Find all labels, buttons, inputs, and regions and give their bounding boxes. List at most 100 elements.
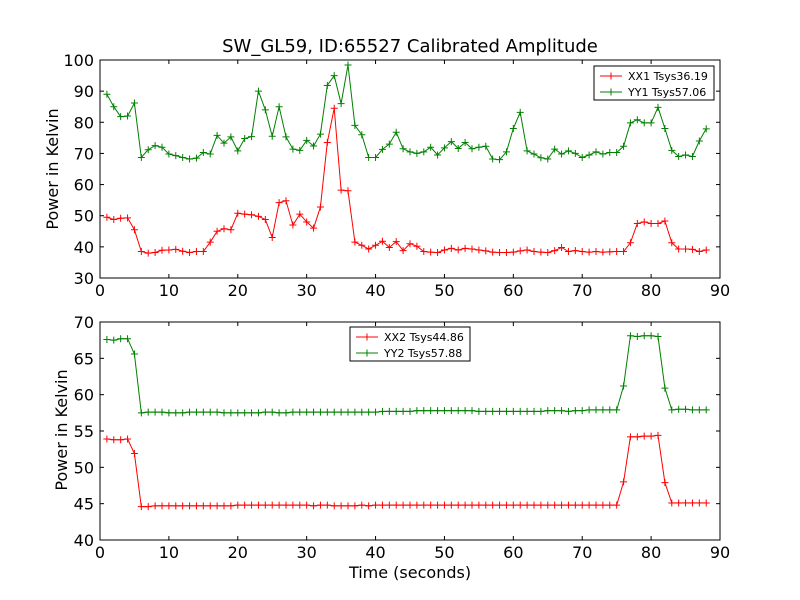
data-point (502, 248, 510, 256)
data-point (241, 409, 249, 417)
legend-label: YY1 Tsys57.06 (627, 86, 706, 99)
data-point (620, 382, 628, 390)
data-point (392, 128, 400, 136)
data-point (330, 502, 338, 510)
data-point (654, 103, 662, 111)
data-point (268, 234, 276, 242)
data-point (165, 502, 173, 510)
data-point (213, 502, 221, 510)
data-point (661, 384, 669, 392)
data-point (344, 502, 352, 510)
x-tick-label: 90 (710, 543, 730, 562)
data-point (551, 501, 559, 509)
data-point (606, 501, 614, 509)
data-point (461, 407, 469, 415)
data-point (199, 148, 207, 156)
data-point (523, 246, 531, 254)
data-point (447, 501, 455, 509)
data-point (158, 246, 166, 254)
data-point (282, 409, 290, 417)
data-point (558, 150, 566, 158)
data-point (316, 501, 324, 509)
data-point (227, 133, 235, 141)
data-point (640, 432, 648, 440)
data-point (303, 136, 311, 144)
x-tick-label: 60 (503, 281, 523, 300)
data-point (179, 409, 187, 417)
data-point (151, 142, 159, 150)
data-point (509, 248, 517, 256)
data-point (468, 245, 476, 253)
data-point (289, 145, 297, 153)
data-point (220, 139, 228, 147)
data-point (640, 119, 648, 127)
data-point (192, 408, 200, 416)
data-point (551, 407, 559, 415)
y-tick-label: 90 (74, 82, 94, 101)
data-point (296, 210, 304, 218)
data-point (482, 142, 490, 150)
data-point (502, 148, 510, 156)
data-point (523, 147, 531, 155)
data-point (330, 72, 338, 80)
data-point (254, 409, 262, 417)
data-point (613, 406, 621, 414)
data-point (454, 246, 462, 254)
data-point (489, 407, 497, 415)
data-point (124, 435, 132, 443)
data-point (220, 225, 228, 233)
data-point (179, 247, 187, 255)
data-point (303, 501, 311, 509)
data-point (310, 502, 318, 510)
data-point (420, 501, 428, 509)
data-point (544, 248, 552, 256)
data-point (358, 501, 366, 509)
data-point (654, 431, 662, 439)
data-point (682, 151, 690, 159)
data-point (447, 244, 455, 252)
data-point (144, 146, 152, 154)
data-point (282, 197, 290, 205)
data-point (592, 406, 600, 414)
data-point (420, 407, 428, 415)
data-point (186, 248, 194, 256)
data-point (406, 148, 414, 156)
data-point (620, 478, 628, 486)
data-point (647, 332, 655, 340)
data-point (626, 239, 634, 247)
data-point (186, 502, 194, 510)
data-point (489, 155, 497, 163)
data-point (351, 408, 359, 416)
data-point (110, 336, 118, 344)
data-point (144, 249, 152, 257)
data-point (275, 409, 283, 417)
data-point (413, 242, 421, 250)
data-point (420, 148, 428, 156)
data-point (564, 147, 572, 155)
data-point (151, 248, 159, 256)
data-point (165, 150, 173, 158)
x-tick-label: 10 (159, 281, 179, 300)
data-point (571, 407, 579, 415)
data-point (633, 433, 641, 441)
tick-group-bottom: 0 10 20 30 40 50 60 70 80 90 40 45 50 55 60 65 70 (74, 313, 731, 562)
data-point (199, 408, 207, 416)
x-tick-label: 50 (434, 543, 454, 562)
y-tick-label: 70 (74, 313, 94, 332)
data-point (530, 248, 538, 256)
data-point (144, 408, 152, 416)
data-point (268, 408, 276, 416)
data-point (688, 245, 696, 253)
chart-top: SW_GL59, ID:65527 Calibrated Amplitude P… (43, 36, 730, 300)
data-point (675, 405, 683, 413)
x-tick-label: 50 (434, 281, 454, 300)
data-point (316, 203, 324, 211)
data-point (544, 155, 552, 163)
data-point (585, 151, 593, 159)
data-point (440, 407, 448, 415)
data-point (165, 409, 173, 417)
data-point (427, 407, 435, 415)
data-point (461, 139, 469, 147)
data-point (661, 125, 669, 133)
